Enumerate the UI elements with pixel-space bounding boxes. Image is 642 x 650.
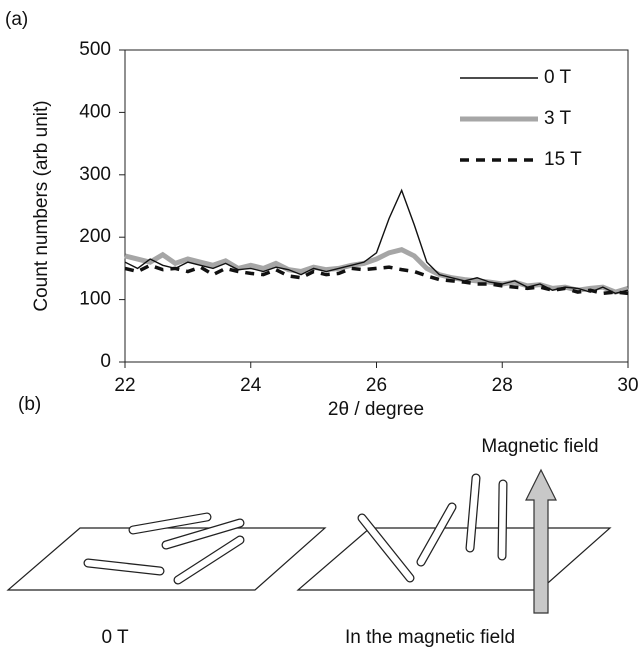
panel-label: (b) <box>18 394 41 415</box>
field-arrow <box>525 468 557 614</box>
plot-frame <box>124 49 629 363</box>
x-axis-label: 2θ / degree <box>328 399 424 420</box>
y-axis-label: Count numbers (arb unit) <box>31 100 52 311</box>
y-tick-label: 100 <box>79 289 111 310</box>
x-tick-label: 26 <box>366 375 387 396</box>
plate <box>6 527 327 591</box>
y-tick-label: 200 <box>79 226 111 247</box>
x-tick-label: 30 <box>617 375 638 396</box>
y-tick-label: 400 <box>79 101 111 122</box>
rods <box>83 473 508 585</box>
y-tick-label: 300 <box>79 164 111 185</box>
x-tick-label: 28 <box>492 375 513 396</box>
series-line <box>124 247 629 295</box>
caption: 0 T <box>101 627 129 648</box>
series-line <box>124 263 629 296</box>
legend-label: 15 T <box>544 149 582 170</box>
arrow-label: Magnetic field <box>481 436 598 457</box>
panel-label: (a) <box>5 9 28 30</box>
legend-label: 3 T <box>544 108 572 129</box>
plate <box>296 527 612 591</box>
series-line <box>124 188 629 295</box>
y-tick-label: 500 <box>79 39 111 60</box>
y-tick-label: 0 <box>100 351 111 372</box>
legend-label: 0 T <box>544 67 572 88</box>
caption: In the magnetic field <box>345 627 515 648</box>
x-tick-label: 22 <box>114 375 135 396</box>
x-tick-label: 24 <box>240 375 262 396</box>
diagram <box>6 468 612 614</box>
